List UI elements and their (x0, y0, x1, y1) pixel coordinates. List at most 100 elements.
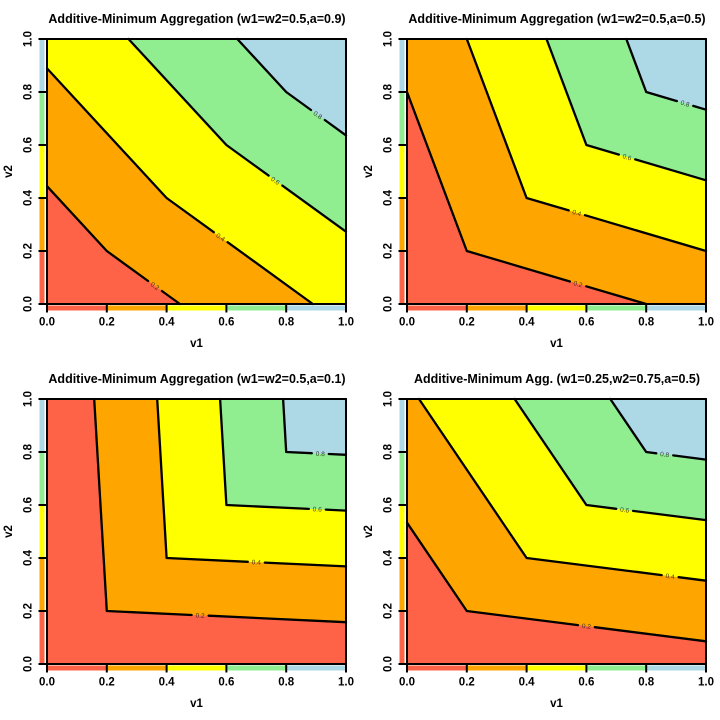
region-fill-band-4 (237, 39, 346, 136)
y-axis-title: v2 (3, 165, 15, 178)
x-axis-color-strip-segment (466, 665, 527, 671)
region-fill-band-4 (283, 399, 346, 455)
contour-line-0.8 (692, 104, 708, 111)
y-axis-color-strip-segment (39, 558, 45, 611)
contour-line-0.2 (585, 285, 648, 306)
contour-line-0.2 (45, 185, 150, 283)
x-axis-color-strip-segment (407, 665, 467, 671)
plot-box (406, 38, 707, 305)
contour-line-0.6 (218, 397, 310, 511)
contour-line-0.4 (417, 397, 663, 577)
contour-line-0.6 (324, 508, 348, 512)
contour-label-0.6: 0.6 (620, 507, 630, 515)
x-axis-tick-label: 0.8 (638, 677, 655, 689)
contour-line-0.4 (45, 67, 215, 234)
contour-line-0.8 (672, 454, 708, 461)
x-axis-tick-label: 0.0 (39, 677, 55, 689)
x-axis-color-strip-segment (646, 305, 706, 311)
contour-line-0.8 (281, 397, 313, 455)
y-axis-color-strip-segment (399, 399, 405, 452)
x-axis-tick-label: 0.2 (459, 317, 475, 329)
x-axis-title: v1 (190, 698, 203, 710)
x-axis-color-strip-segment (106, 305, 167, 311)
plot-box (406, 398, 707, 665)
contour-line-0.2 (405, 521, 580, 627)
y-axis-title: v2 (363, 525, 375, 538)
contour-label-0.2: 0.2 (572, 280, 583, 289)
y-axis-color-strip-segment (399, 452, 405, 505)
x-axis-color-strip-segment (166, 305, 227, 311)
y-axis-tick-label: 0.4 (383, 549, 395, 566)
x-axis-title: v1 (550, 698, 563, 710)
contour-label-0.6: 0.6 (622, 153, 633, 162)
y-axis-tick-label: 0.8 (23, 83, 35, 100)
y-axis-tick-label: 0.4 (23, 549, 35, 566)
x-axis-tick-label: 0.8 (278, 677, 295, 689)
y-axis-color-strip-segment (399, 251, 405, 304)
x-axis-color-strip-segment (407, 305, 467, 311)
contour-line-0.4 (263, 561, 348, 568)
subplot-top-right: Additive-Minimum Aggregation (w1=w2=0.5,… (360, 0, 720, 360)
y-axis-tick-label: 0.8 (383, 443, 395, 460)
plot-title-2: Additive-Minimum Aggregation (w1=w2=0.5,… (408, 12, 706, 26)
y-axis-tick-label: 0.4 (23, 189, 35, 206)
x-axis-color-strip-segment (466, 305, 527, 311)
y-axis-color-strip-segment (39, 198, 45, 251)
y-axis-title: v2 (3, 525, 15, 538)
contour-line-0.6 (631, 509, 708, 522)
contour-line-0.2 (593, 626, 708, 643)
contour-plot-canvas: 0.0 0.0 0.2 0.2 0.4 0.4 0.6 0.6 0.8 0.8 1.0 1.0 0.2 0… (3, 31, 354, 350)
x-axis-tick-label: 1.0 (698, 317, 714, 329)
subplot-bottom-right: Additive-Minimum Agg. (w1=0.25,w2=0.75,a… (360, 360, 720, 720)
subplot-top-left: Additive-Minimum Aggregation (w1=w2=0.5,… (0, 0, 360, 360)
contour-line-0.4 (465, 37, 570, 212)
contour-label-0.4: 0.4 (252, 559, 262, 566)
y-axis-tick-label: 0.0 (383, 656, 395, 672)
y-axis-tick-label: 0.6 (23, 137, 35, 153)
contour-label-0.6: 0.6 (313, 506, 323, 513)
contour-line-0.8 (323, 118, 348, 137)
x-axis-color-strip-segment (286, 305, 346, 311)
y-axis-color-strip-segment (399, 198, 405, 251)
x-axis-color-strip-segment (166, 665, 227, 671)
contour-label-0.8: 0.8 (316, 451, 326, 458)
x-axis-color-strip-segment (526, 305, 587, 311)
y-axis-tick-label: 1.0 (23, 31, 35, 47)
contour-line-0.6 (634, 158, 708, 182)
contour-line-0.4 (226, 241, 314, 306)
contour-line-0.8 (625, 37, 679, 103)
x-axis-tick-label: 0.4 (159, 317, 176, 329)
contour-line-0.2 (93, 397, 193, 617)
x-axis-color-strip-segment (226, 305, 287, 311)
x-axis-tick-label: 1.0 (338, 677, 354, 689)
y-axis-tick-label: 0.0 (23, 296, 35, 312)
contour-line-0.6 (127, 37, 270, 177)
y-axis-tick-label: 1.0 (23, 391, 35, 407)
y-axis-tick-label: 0.4 (383, 189, 395, 206)
contour-label-0.6: 0.6 (269, 176, 281, 187)
y-axis-tick-label: 0.2 (23, 243, 35, 259)
contour-label-0.8: 0.8 (660, 451, 670, 459)
contour-label-0.4: 0.4 (215, 232, 227, 243)
contour-line-0.2 (160, 289, 182, 306)
y-axis-color-strip-segment (399, 92, 405, 145)
contour-line-0.6 (281, 184, 348, 233)
plot-title-3: Additive-Minimum Aggregation (w1=w2=0.5,… (48, 372, 346, 386)
y-axis-color-strip-segment (399, 611, 405, 664)
contour-label-0.4: 0.4 (571, 209, 582, 218)
contour-line-0.8 (609, 397, 658, 455)
x-axis-tick-label: 0.2 (99, 677, 115, 689)
x-axis-color-strip-segment (646, 665, 706, 671)
contour-label-0.2: 0.2 (581, 623, 591, 631)
plot-title-1: Additive-Minimum Aggregation (w1=w2=0.5,… (48, 12, 346, 26)
x-axis-tick-label: 0.0 (399, 317, 415, 329)
x-axis-title: v1 (550, 338, 563, 350)
y-axis-tick-label: 0.6 (23, 497, 35, 513)
contour-line-0.2 (207, 614, 348, 624)
x-axis-color-strip-segment (106, 665, 167, 671)
y-axis-color-strip-segment (39, 145, 45, 198)
y-axis-color-strip-segment (39, 611, 45, 664)
contour-line-0.8 (327, 452, 348, 456)
x-axis-color-strip-segment (526, 665, 587, 671)
